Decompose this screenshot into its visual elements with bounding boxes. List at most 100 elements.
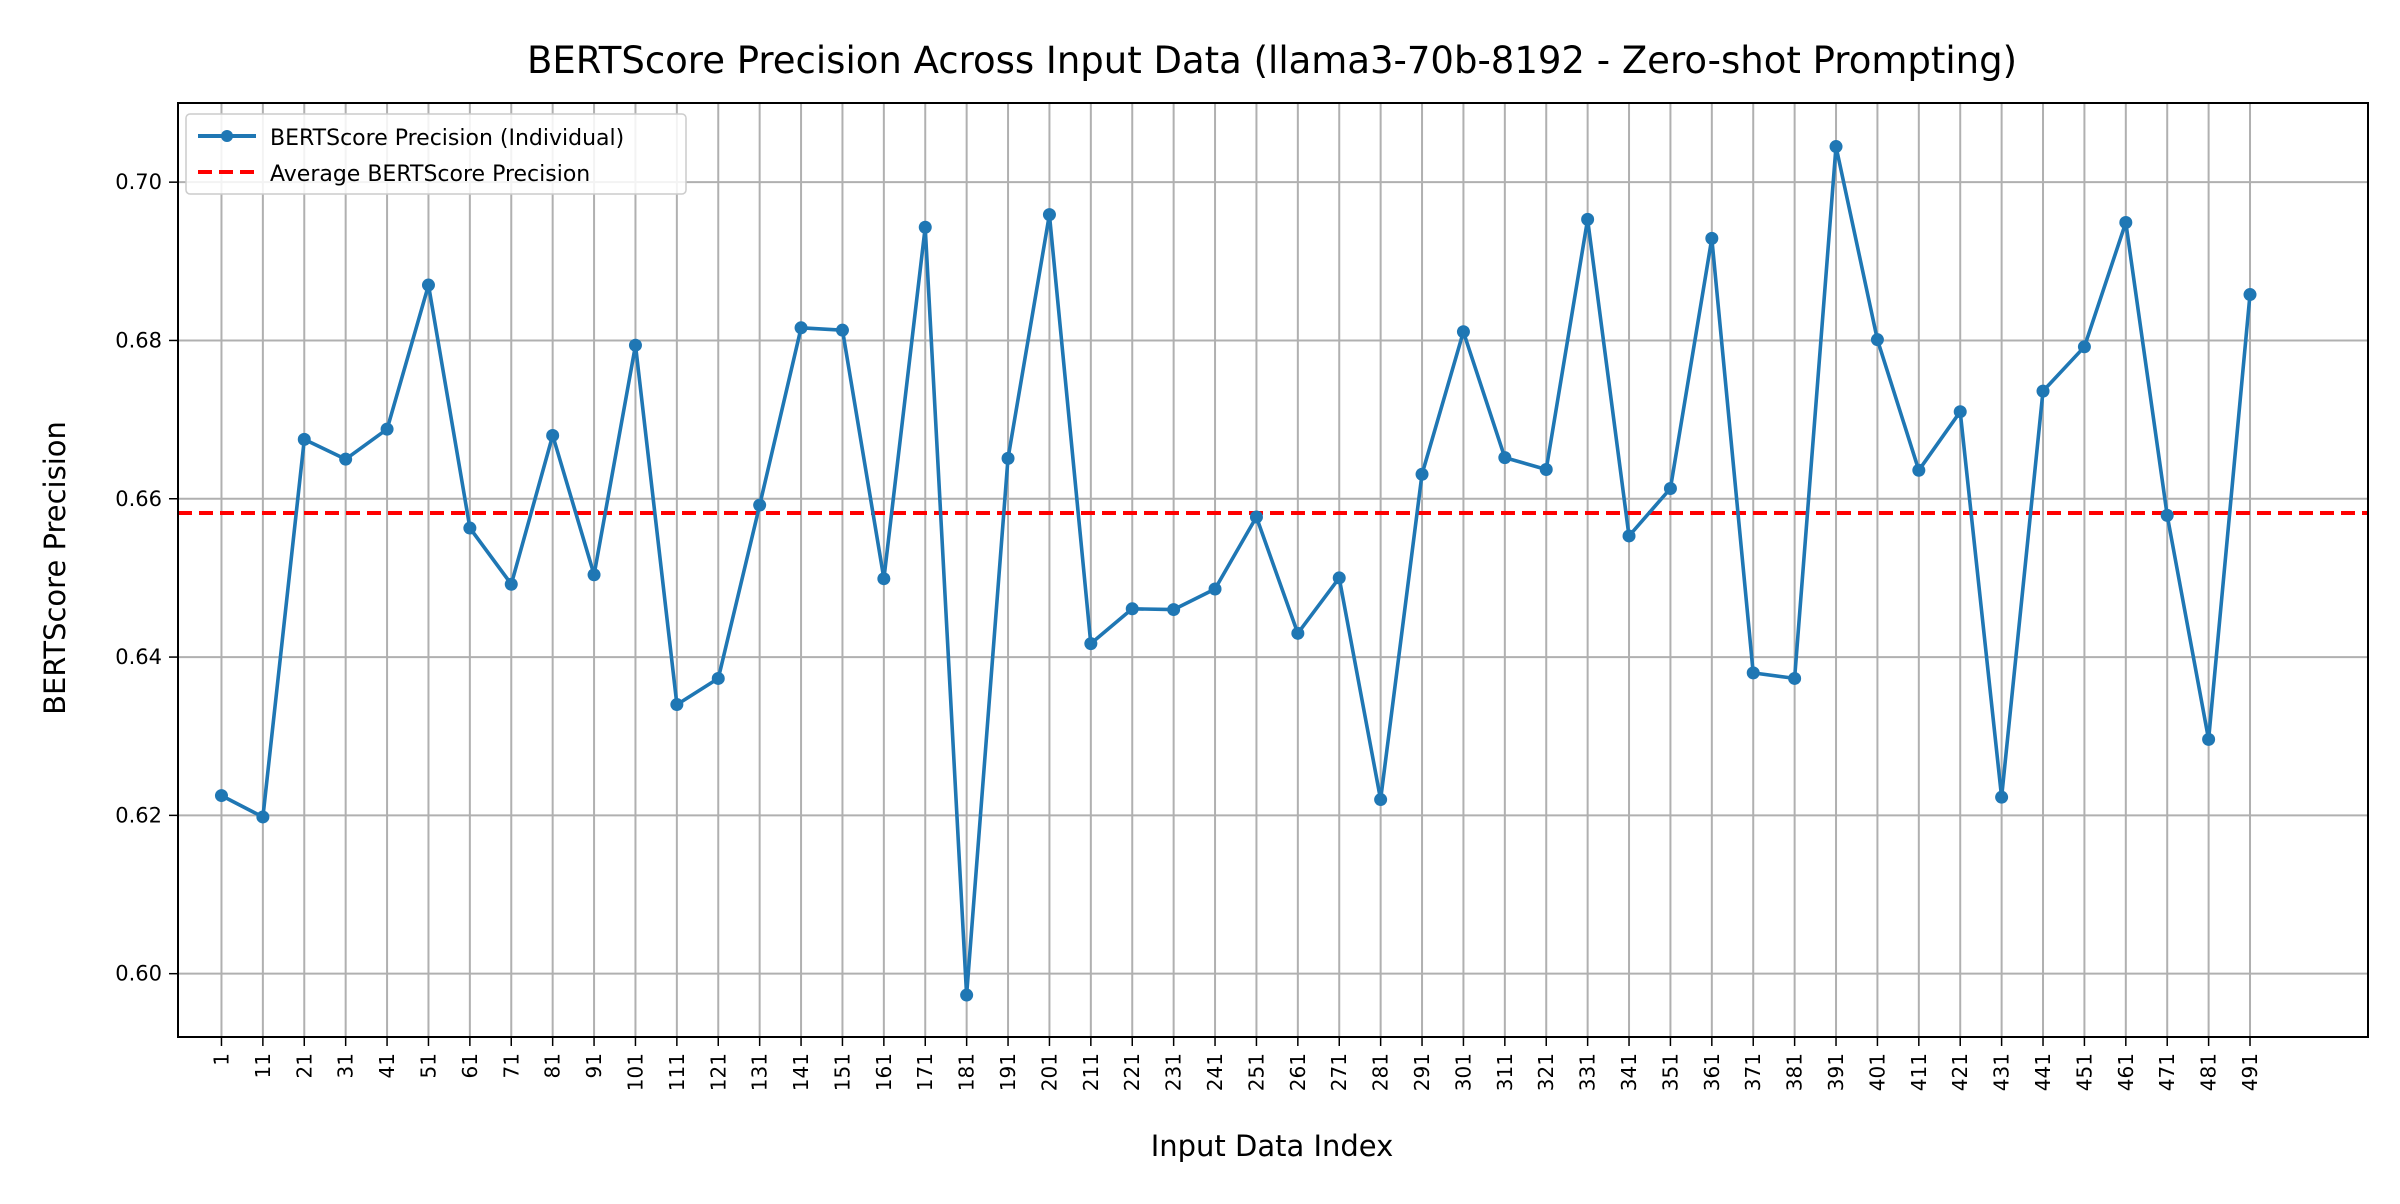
data-point (380, 422, 394, 436)
data-point (2036, 384, 2050, 398)
legend: BERTScore Precision (Individual) Average… (185, 113, 687, 195)
y-axis-ticks: 0.60 0.62 0.64 0.66 0.68 0.70 (115, 170, 178, 986)
x-tick-label: 231 (1162, 1053, 1186, 1091)
series-group (214, 140, 2257, 1002)
x-tick-label: 451 (2072, 1053, 2096, 1091)
data-point (1208, 582, 1222, 596)
data-point (753, 498, 767, 512)
data-point (1249, 510, 1263, 524)
x-tick-label: 191 (996, 1053, 1020, 1091)
data-point (214, 789, 228, 803)
x-tick-label: 141 (789, 1053, 813, 1091)
data-point (1084, 637, 1098, 651)
x-tick-label: 111 (665, 1053, 689, 1091)
legend-marker-individual (221, 130, 233, 142)
data-point (339, 452, 353, 466)
y-axis-label: BERTScore Precision (38, 421, 72, 715)
x-tick-label: 201 (1037, 1053, 1061, 1091)
x-tick-label: 341 (1617, 1053, 1641, 1091)
x-tick-label: 461 (2114, 1053, 2138, 1091)
data-point (711, 671, 725, 685)
data-point (1125, 602, 1139, 616)
data-point (835, 323, 849, 337)
data-point (297, 432, 311, 446)
x-tick-label: 441 (2031, 1053, 2055, 1091)
data-point (877, 572, 891, 586)
x-tick-label: 211 (1079, 1053, 1103, 1091)
legend-label-individual: BERTScore Precision (Individual) (270, 126, 624, 151)
x-tick-label: 121 (706, 1053, 730, 1091)
x-tick-label: 471 (2155, 1053, 2179, 1091)
x-tick-label: 171 (913, 1053, 937, 1091)
x-tick-label: 161 (872, 1053, 896, 1091)
x-tick-label: 251 (1244, 1053, 1268, 1091)
x-tick-label: 41 (375, 1053, 399, 1078)
x-tick-label: 281 (1369, 1053, 1393, 1091)
data-point (1374, 793, 1388, 807)
data-point (463, 521, 477, 535)
data-point (2160, 508, 2174, 522)
x-tick-label: 11 (251, 1053, 275, 1078)
x-tick-label: 491 (2238, 1053, 2262, 1091)
x-axis-ticks: 1 11 21 31 41 51 61 71 81 91 101 111 121 131 141 151 161… (209, 1037, 2262, 1091)
data-point (1788, 671, 1802, 685)
x-tick-label: 81 (541, 1053, 565, 1078)
data-point (256, 810, 270, 824)
data-point (1663, 481, 1677, 495)
y-tick-label: 0.62 (115, 803, 162, 827)
data-point (960, 988, 974, 1002)
x-tick-label: 311 (1493, 1053, 1517, 1091)
x-tick-label: 241 (1203, 1053, 1227, 1091)
x-tick-label: 21 (292, 1053, 316, 1078)
y-tick-label: 0.70 (115, 170, 162, 194)
data-point (670, 698, 684, 712)
x-tick-label: 151 (830, 1053, 854, 1091)
x-tick-label: 101 (623, 1053, 647, 1091)
data-point (794, 321, 808, 335)
data-point (1829, 140, 1843, 154)
data-point (2202, 732, 2216, 746)
x-tick-label: 221 (1120, 1053, 1144, 1091)
x-tick-label: 131 (748, 1053, 772, 1091)
data-point (1581, 212, 1595, 226)
y-tick-label: 0.64 (115, 645, 162, 669)
x-tick-label: 301 (1451, 1053, 1475, 1091)
data-point (1291, 626, 1305, 640)
data-point (1001, 451, 1015, 465)
data-point (1042, 208, 1056, 222)
data-point (546, 428, 560, 442)
x-tick-label: 351 (1658, 1053, 1682, 1091)
data-point (1912, 463, 1926, 477)
data-point (504, 577, 518, 591)
chart-title: BERTScore Precision Across Input Data (l… (527, 39, 2017, 82)
x-tick-label: 261 (1286, 1053, 1310, 1091)
x-tick-label: 271 (1327, 1053, 1351, 1091)
x-tick-label: 411 (1907, 1053, 1931, 1091)
x-axis-label: Input Data Index (1151, 1129, 1394, 1163)
data-point (1622, 529, 1636, 543)
data-point (2077, 340, 2091, 354)
series-line-individual (220, 144, 2252, 997)
x-tick-label: 31 (334, 1053, 358, 1078)
y-tick-label: 0.68 (115, 328, 162, 352)
y-tick-label: 0.60 (115, 962, 162, 986)
data-point (1953, 405, 1967, 419)
x-tick-label: 51 (416, 1053, 440, 1078)
data-point (1167, 603, 1181, 617)
data-point (1995, 790, 2009, 804)
x-tick-label: 371 (1741, 1053, 1765, 1091)
x-tick-label: 481 (2197, 1053, 2221, 1091)
x-tick-label: 71 (499, 1053, 523, 1078)
x-tick-label: 401 (1865, 1053, 1889, 1091)
x-tick-label: 181 (955, 1053, 979, 1091)
data-point (628, 338, 642, 352)
legend-box (185, 113, 687, 195)
legend-label-average: Average BERTScore Precision (270, 162, 590, 187)
plot-frame (177, 102, 2369, 1038)
data-point (1415, 467, 1429, 481)
data-point (1456, 325, 1470, 339)
data-point (918, 220, 932, 234)
data-point (1498, 451, 1512, 465)
